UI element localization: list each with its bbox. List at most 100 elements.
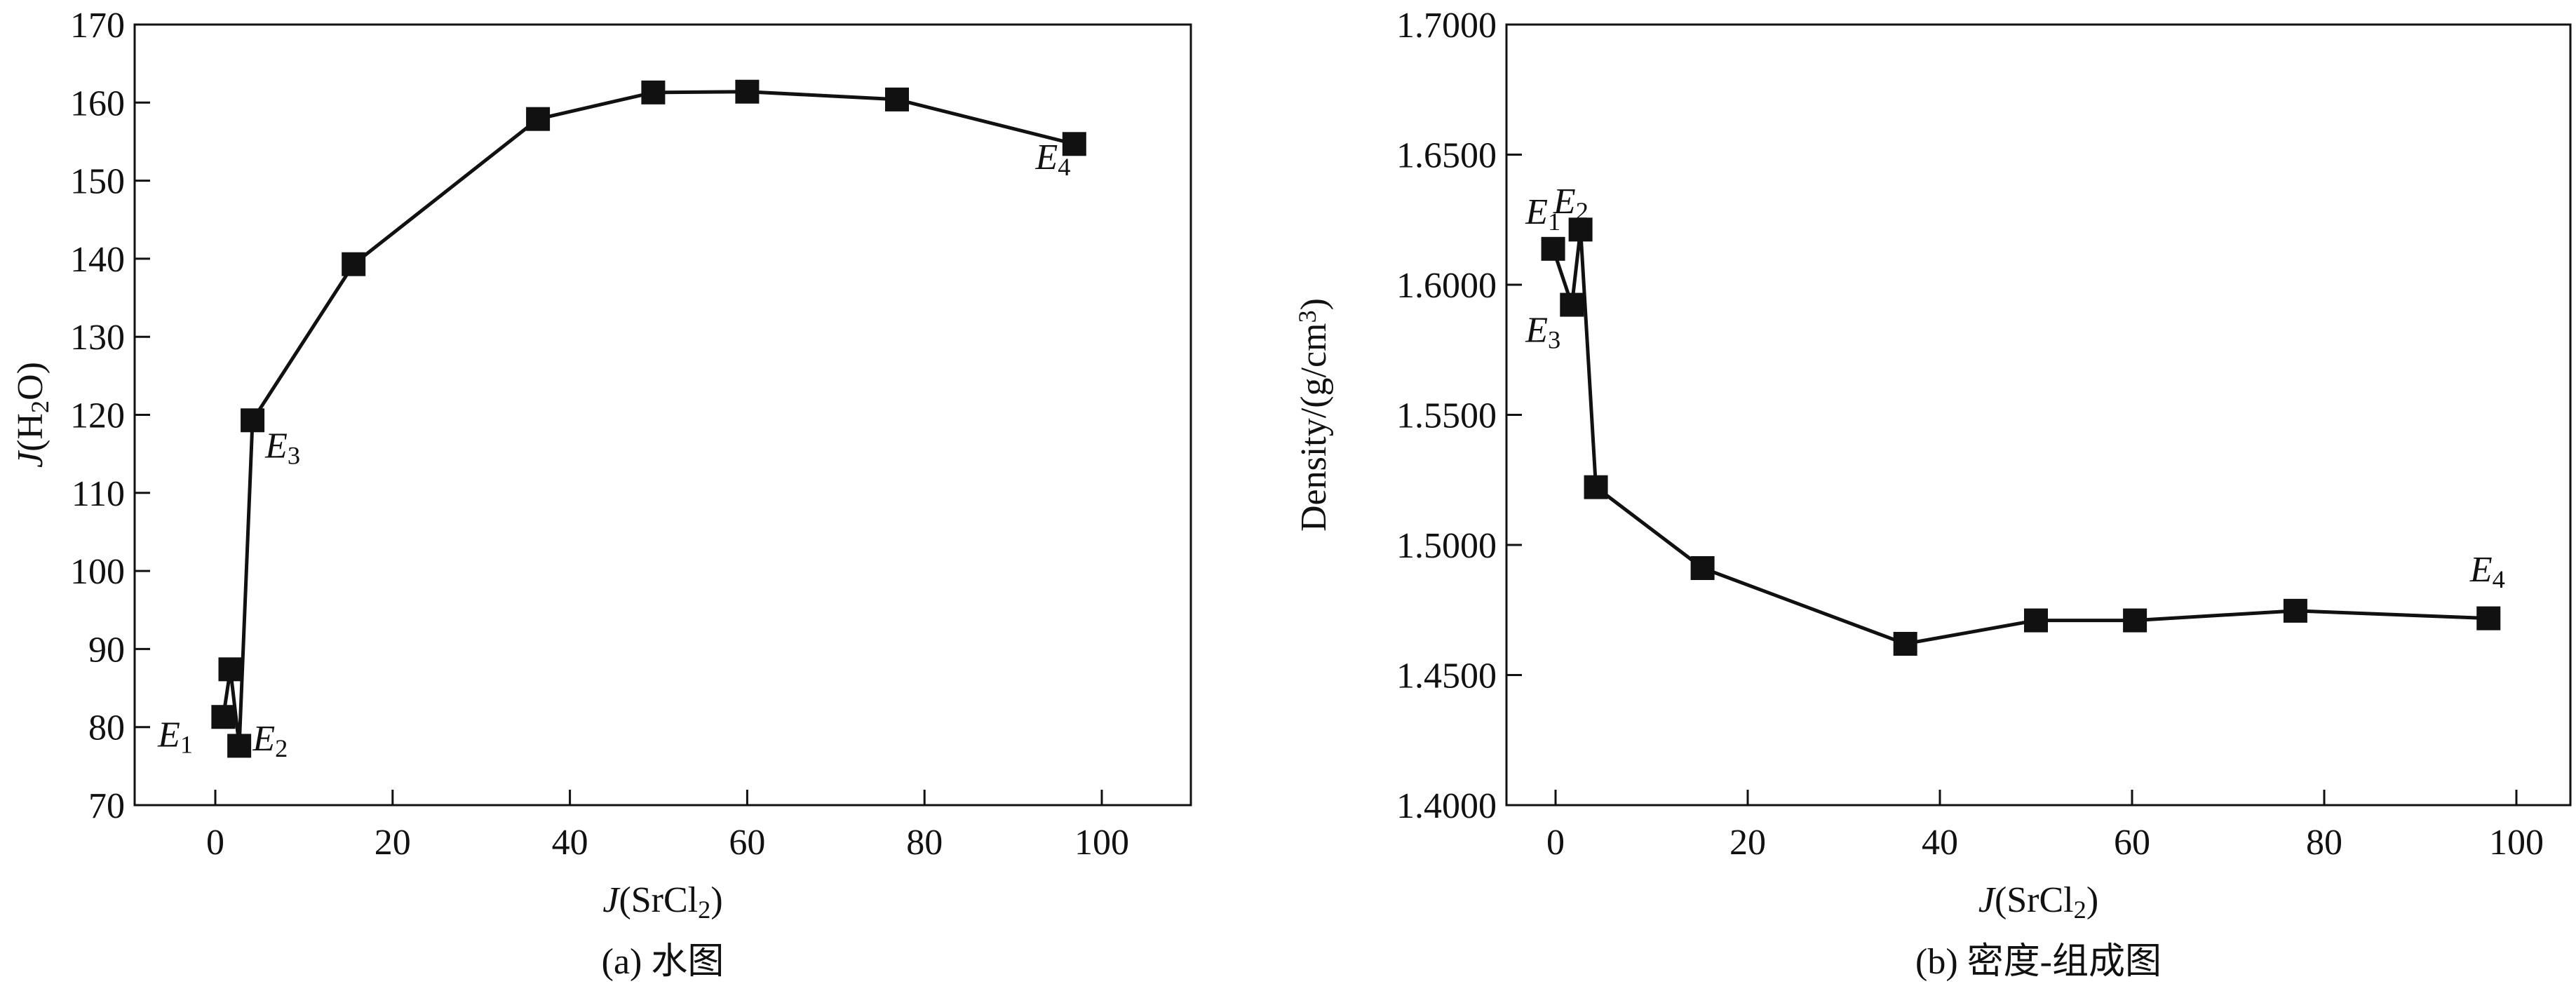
- panel-b-density-composition: 0 20 40 60 80 100 1.4000 1.4500 1.5000 1.5500 1.60…: [1293, 6, 2572, 982]
- x-tick-label: 100: [2489, 823, 2544, 863]
- y-tick-label: 1.6000: [1396, 266, 1497, 306]
- annotation-label: E4: [2469, 550, 2505, 593]
- annotation-part: E: [2469, 550, 2493, 590]
- x-axis-title-part: 2: [2074, 896, 2086, 924]
- annotation-part: E: [252, 719, 275, 759]
- plot-frame: [1505, 23, 2572, 807]
- x-axis-title: J(SrCl2): [602, 880, 722, 924]
- panel-a-water-diagram: 0 20 40 60 80 100 70 80 90 100 110 120 130 140 150 160 1…: [11, 6, 1192, 982]
- annotation-part: E: [1553, 182, 1576, 222]
- y-tick-label: 1.4500: [1396, 656, 1497, 696]
- x-axis-title-part: 2: [698, 896, 710, 924]
- panel-caption: (b) 密度-组成图: [1915, 942, 2162, 982]
- series-line-water: [221, 90, 1075, 746]
- annotation-part: E: [264, 426, 288, 466]
- y-tick-label: 130: [70, 318, 125, 358]
- x-tick-label: 20: [375, 823, 411, 863]
- data-point-marker: [1690, 556, 1715, 581]
- y-tick-label: 160: [70, 83, 125, 123]
- data-point-marker: [1893, 631, 1917, 656]
- data-point-marker: [2283, 598, 2307, 623]
- y-tick-label: 80: [88, 708, 125, 748]
- x-axis-title-part: ): [710, 880, 722, 920]
- data-point-marker: [227, 734, 252, 758]
- series-line-density: [1551, 229, 2489, 646]
- y-tick-label: 150: [70, 162, 125, 202]
- data-point-marker: [1568, 217, 1593, 242]
- x-tick-label: 60: [729, 823, 765, 863]
- annotation-label: E4: [1034, 137, 1070, 181]
- y-axis-title-part: Density/(g/cm: [1294, 323, 1334, 532]
- y-axis-title-part: (H: [11, 413, 50, 452]
- annotation-part: 4: [1058, 153, 1070, 181]
- data-point-marker: [1560, 292, 1584, 317]
- x-axis-title-part: (SrCl: [619, 880, 698, 920]
- x-tick-label: 60: [2114, 823, 2150, 863]
- x-tick-label: 80: [2306, 823, 2342, 863]
- data-point-marker: [885, 87, 910, 112]
- y-tick-label: 1.6500: [1396, 136, 1497, 176]
- y-tick-label: 1.7000: [1396, 6, 1497, 46]
- annotation-label: E3: [1525, 311, 1560, 354]
- y-axis-title-part: 2: [26, 400, 54, 413]
- annotation-label: E3: [264, 426, 300, 470]
- annotation-part: E: [1034, 137, 1058, 177]
- y-axis-title-part: ): [1294, 298, 1334, 310]
- annotation-part: 3: [288, 442, 300, 470]
- data-point-marker: [526, 107, 551, 131]
- annotation-label: E1: [1525, 192, 1560, 236]
- x-tick-label: 0: [206, 823, 224, 863]
- data-point-marker: [211, 705, 236, 729]
- y-axis-title-part: J: [11, 450, 50, 468]
- x-tick-label: 80: [906, 823, 943, 863]
- y-tick-label: 110: [72, 474, 125, 514]
- x-tick-label: 100: [1074, 823, 1129, 863]
- annotation-part: 2: [275, 734, 288, 762]
- y-tick-label: 70: [88, 786, 125, 826]
- data-point-marker: [1541, 236, 1565, 261]
- data-point-marker: [2476, 606, 2501, 631]
- y-tick-label: 1.5000: [1396, 526, 1497, 566]
- x-axis-title: J(SrCl2): [1978, 880, 2098, 924]
- x-tick-label: 40: [552, 823, 588, 863]
- data-point-marker: [641, 80, 666, 104]
- x-tick-label: 0: [1546, 823, 1565, 863]
- annotation-part: 4: [2493, 565, 2505, 593]
- y-tick-label: 170: [70, 6, 125, 46]
- y-tick-label: 100: [70, 552, 125, 592]
- x-axis-title-part: (SrCl: [1995, 880, 2074, 920]
- annotation-part: 3: [1548, 326, 1560, 354]
- annotation-label: E1: [157, 715, 193, 759]
- data-point-marker: [241, 408, 265, 433]
- annotation-part: 1: [180, 731, 193, 759]
- y-tick-label: 90: [88, 630, 125, 670]
- data-point-marker: [1584, 475, 1608, 499]
- x-axis-title-part: ): [2086, 880, 2098, 920]
- annotation-part: 2: [1576, 197, 1589, 225]
- annotation-part: E: [1525, 192, 1548, 232]
- data-point-marker: [342, 252, 366, 276]
- x-tick-label: 40: [1922, 823, 1958, 863]
- y-tick-label: 120: [70, 396, 125, 436]
- plot-frame: [133, 23, 1192, 807]
- data-point-marker: [2123, 608, 2147, 633]
- y-tick-label: 1.5500: [1396, 396, 1497, 436]
- data-point-marker: [735, 79, 760, 104]
- data-point-marker: [218, 657, 243, 682]
- annotation-part: E: [1525, 311, 1548, 351]
- y-tick-label: 1.4000: [1396, 786, 1497, 826]
- panel-caption: (a) 水图: [602, 942, 724, 982]
- y-axis-title: J(H2O): [11, 362, 54, 468]
- x-axis-title-part: J: [602, 880, 621, 920]
- y-axis-title-part: 3: [1293, 310, 1321, 323]
- annotation-part: 1: [1548, 208, 1560, 236]
- x-axis-title-part: J: [1978, 880, 1997, 920]
- data-point-marker: [2024, 608, 2048, 633]
- annotation-label: E2: [252, 719, 288, 762]
- x-tick-label: 20: [1729, 823, 1766, 863]
- annotation-label: E2: [1553, 182, 1589, 225]
- y-axis-title-part: O): [11, 362, 50, 400]
- y-tick-label: 140: [70, 240, 125, 280]
- y-axis-title: Density/(g/cm3): [1293, 298, 1334, 532]
